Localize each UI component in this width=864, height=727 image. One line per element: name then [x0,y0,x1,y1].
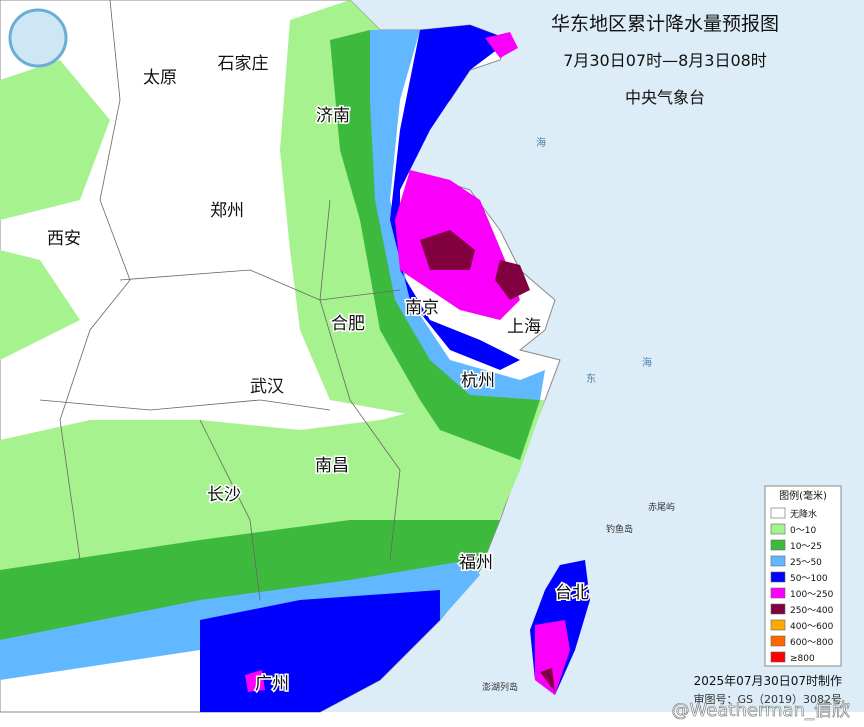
place: 赤尾屿 [648,502,675,513]
legend-label: 50～100 [790,574,828,584]
logo [8,8,68,68]
legend-swatch [770,635,786,647]
approval: 审图号：GS（2019）3082号 [694,692,843,706]
border [39,399,331,411]
legend-swatch [770,523,786,535]
precip-zone [420,230,475,270]
city: 福州 [459,553,493,573]
title: 华东地区累计降水量预报图 [551,13,779,35]
city: 郑州 [210,201,244,221]
legend-swatch [770,507,786,519]
precip-zone [0,60,110,220]
precip-zone [540,668,555,692]
city: 长沙 [207,485,241,505]
border [319,199,401,561]
legend-swatch [770,619,786,631]
legend-label: 400～600 [790,622,834,632]
legend-label: 无降水 [790,508,817,520]
city: 上海 [507,317,541,337]
legend-label: 100～250 [790,590,834,600]
sea-label: 海 [642,356,652,369]
cities: 太原 石家庄 济南 郑州 西安 合肥 南京 上海 武汉 杭州 南昌 长沙 福州 … [46,53,591,696]
legend-swatch [770,603,786,615]
city: 太原 [143,68,177,88]
legend-label: 250～400 [790,606,834,616]
city: 南昌 [315,456,349,476]
precip-zone [0,250,80,360]
precip-zone [245,670,265,692]
legend-swatch [770,587,786,599]
precip-zone [495,260,530,300]
legend-swatch [770,571,786,583]
place: 钓鱼岛 [606,523,633,535]
legend-label: 0～10 [790,526,816,536]
city: 广州 [255,674,289,694]
precip-zone [0,520,500,640]
sea-label: 海 [536,136,546,149]
legend-swatch [770,539,786,551]
city: 武汉 [250,377,284,397]
legend-swatch [770,555,786,567]
place: 澎湖列岛 [482,681,518,693]
border [59,0,131,561]
precip-zone [485,32,518,58]
legend-label: 10～25 [790,542,822,552]
legend-title: 图例(毫米) [779,489,827,502]
border [119,269,401,301]
legend: 图例(毫米) 无降水 0～10 10～25 25～50 50～100 100～250 250… [764,485,842,667]
precip-zones [0,0,590,712]
legend-label: ≥800 [790,654,815,664]
legend-label: 25～50 [790,558,822,568]
city: 石家庄 [218,54,269,74]
sea-label: 东 [586,372,596,385]
city: 杭州 [461,371,495,391]
city: 西安 [47,229,81,249]
agency: 中央气象台 [625,88,705,107]
legend-label: 600～800 [790,638,834,648]
made-time: 2025年07月30日07时制作 [694,674,842,688]
precip-zone [330,30,540,460]
city: 济南 [316,106,350,126]
border [199,419,261,601]
watermark: @Weatherman_信欣 [672,700,850,721]
precip-zone [390,25,520,370]
borders [39,0,401,601]
city: 南京 [405,298,439,318]
city: 合肥 [331,314,365,334]
city: 台北 [555,583,589,603]
precip-zone [370,30,545,400]
legend-swatch [770,651,786,663]
period: 7月30日07时—8月3日08时 [563,51,767,70]
